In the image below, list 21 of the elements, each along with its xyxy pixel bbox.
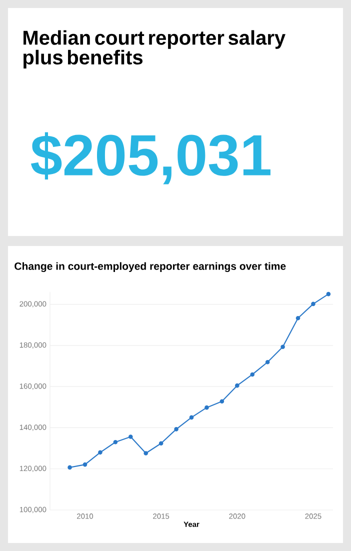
- point: [158, 441, 164, 446]
- point: [265, 360, 270, 364]
- text: Median court reporter salary plus benefits: [24, 30, 286, 68]
- point: [250, 372, 255, 377]
- point: [220, 399, 224, 404]
- point: [128, 434, 133, 439]
- point: [326, 292, 331, 296]
- point: [280, 344, 285, 350]
- point: [189, 415, 194, 420]
- point: [234, 383, 240, 388]
- point: [98, 450, 102, 455]
- text: $205,031: [30, 132, 270, 184]
- point: [296, 316, 300, 320]
- chart-title: Change in court-employed reporter earnings over time: [14, 262, 286, 272]
- point: [113, 440, 118, 444]
- point: [204, 405, 209, 410]
- point: [68, 465, 72, 470]
- point: [144, 451, 148, 456]
- point: [311, 302, 316, 306]
- point: [174, 427, 178, 432]
- point: [82, 462, 88, 467]
